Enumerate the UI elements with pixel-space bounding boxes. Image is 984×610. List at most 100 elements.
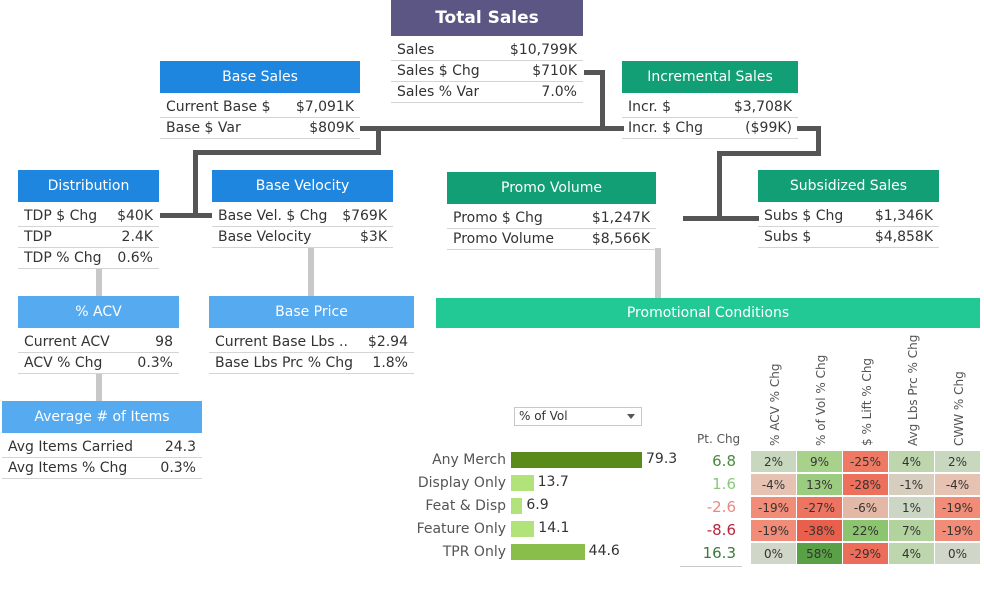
promo-condition-label: Feat & Disp [425, 498, 506, 514]
heatmap-cell[interactable]: -25% [842, 450, 889, 473]
heatmap-cell[interactable]: -19% [750, 496, 797, 519]
heatmap-cell[interactable]: 2% [934, 450, 981, 473]
heatmap-cell[interactable]: -27% [796, 496, 843, 519]
metric-label: Base Vel. $ Chg [218, 208, 328, 224]
metric-value: $3K [360, 229, 387, 245]
heatmap-cell[interactable]: 7% [888, 519, 935, 542]
distribution-header: Distribution [18, 170, 159, 202]
subsidized-sales-title: Subsidized Sales [789, 178, 908, 194]
heatmap-cell[interactable]: -6% [842, 496, 889, 519]
metric-value: $1,346K [874, 208, 933, 224]
promo-condition-bar[interactable] [511, 544, 585, 560]
heatmap-cell[interactable]: 13% [796, 473, 843, 496]
metric-value: $2.94 [367, 334, 408, 350]
metric-label: Incr. $ [628, 99, 671, 115]
avg-items-header: Average # of Items [2, 401, 202, 433]
heatmap-cell[interactable]: 0% [934, 542, 981, 565]
pt-chg-divider [680, 566, 742, 567]
avg-items-title: Average # of Items [34, 409, 170, 425]
connector [193, 150, 198, 218]
metric-row: Current ACV 98 [18, 332, 179, 353]
metric-value: 7.0% [541, 84, 577, 100]
acv-header: % ACV [18, 296, 179, 328]
pt-chg-header: Pt. Chg [697, 432, 741, 446]
base-sales-title: Base Sales [222, 69, 298, 85]
heatmap-cell[interactable]: 22% [842, 519, 889, 542]
heatmap-cell[interactable]: 2% [750, 450, 797, 473]
metric-value: $10,799K [509, 42, 577, 58]
metric-row: Base Lbs Prc % Chg 1.8% [209, 353, 414, 374]
metric-label: Base Velocity [218, 229, 312, 245]
connector [160, 213, 212, 218]
heatmap-cell[interactable]: 0% [750, 542, 797, 565]
heatmap-cell[interactable]: 1% [888, 496, 935, 519]
heatmap-cell[interactable]: 4% [888, 450, 935, 473]
distribution-title: Distribution [47, 178, 130, 194]
metric-row: TDP $ Chg $40K [18, 206, 159, 227]
metric-value: $1,247K [591, 210, 650, 226]
metric-row: Sales $ Chg $710K [391, 61, 583, 82]
pt-chg-value: -8.6 [706, 521, 736, 539]
metric-value: 1.8% [372, 355, 408, 371]
pt-chg-value: 16.3 [702, 544, 736, 562]
heatmap-cell[interactable]: -4% [934, 473, 981, 496]
metric-row: Subs $ Chg $1,346K [758, 206, 939, 227]
heatmap-cell[interactable]: -19% [750, 519, 797, 542]
metric-row: Avg Items Carried 24.3 [2, 437, 202, 458]
heatmap-cell[interactable]: 58% [796, 542, 843, 565]
promo-condition-bar[interactable] [511, 452, 642, 468]
metric-row: Subs $ $4,858K [758, 227, 939, 248]
metric-row: Incr. $ Chg ($99K) [622, 118, 798, 139]
promo-condition-bar[interactable] [511, 498, 523, 514]
promo-condition-bar[interactable] [511, 521, 535, 537]
metric-row: TDP 2.4K [18, 227, 159, 248]
metric-row: Base $ Var $809K [160, 118, 360, 139]
heatmap-cell[interactable]: -4% [750, 473, 797, 496]
metric-label: Promo $ Chg [453, 210, 543, 226]
connector [96, 374, 102, 402]
metric-label: Base Lbs Prc % Chg [215, 355, 354, 371]
incremental-sales-title: Incremental Sales [647, 69, 773, 85]
chevron-down-icon[interactable] [627, 414, 635, 419]
metric-label: TDP % Chg [24, 250, 102, 266]
metric-row: Promo Volume $8,566K [447, 229, 656, 250]
metric-label: Avg Items Carried [8, 439, 134, 455]
promo-condition-value: 79.3 [646, 451, 678, 467]
promo-condition-bar[interactable] [511, 475, 534, 491]
promo-condition-value: 44.6 [588, 543, 620, 559]
heatmap-cell[interactable]: -19% [934, 519, 981, 542]
metric-value: ($99K) [745, 120, 792, 136]
heatmap-cell[interactable]: -38% [796, 519, 843, 542]
metric-label: Current ACV [24, 334, 110, 350]
column-header: $ % Lift % Chg [860, 357, 874, 446]
heatmap-cell[interactable]: -1% [888, 473, 935, 496]
base-velocity-title: Base Velocity [255, 178, 350, 194]
promo-condition-label: Feature Only [416, 521, 506, 537]
metric-value: $3,708K [733, 99, 792, 115]
heatmap-cell[interactable]: -19% [934, 496, 981, 519]
heatmap-cell[interactable]: 4% [888, 542, 935, 565]
promo-volume-header: Promo Volume [447, 172, 656, 204]
base-sales-header: Base Sales [160, 61, 360, 93]
measure-dropdown[interactable]: % of Vol [514, 407, 642, 426]
metric-label: TDP $ Chg [24, 208, 98, 224]
metric-label: Sales [397, 42, 435, 58]
connector [96, 268, 102, 296]
heatmap-cell[interactable]: -29% [842, 542, 889, 565]
metric-row: Promo $ Chg $1,247K [447, 208, 656, 229]
incremental-sales-header: Incremental Sales [622, 61, 798, 93]
promo-volume-title: Promo Volume [501, 180, 602, 196]
total-sales-header: Total Sales [391, 0, 583, 36]
metric-value: $710K [532, 63, 577, 79]
heatmap-cell[interactable]: 9% [796, 450, 843, 473]
subsidized-sales-header: Subsidized Sales [758, 170, 939, 202]
metric-label: Promo Volume [453, 231, 554, 247]
metric-label: Subs $ [764, 229, 812, 245]
promo-condition-value: 6.9 [526, 497, 549, 513]
metric-label: Subs $ Chg [764, 208, 844, 224]
metric-label: Incr. $ Chg [628, 120, 703, 136]
heatmap-cell[interactable]: -28% [842, 473, 889, 496]
acv-title: % ACV [75, 304, 122, 320]
promo-condition-value: 14.1 [538, 520, 570, 536]
metric-value: $7,091K [295, 99, 354, 115]
